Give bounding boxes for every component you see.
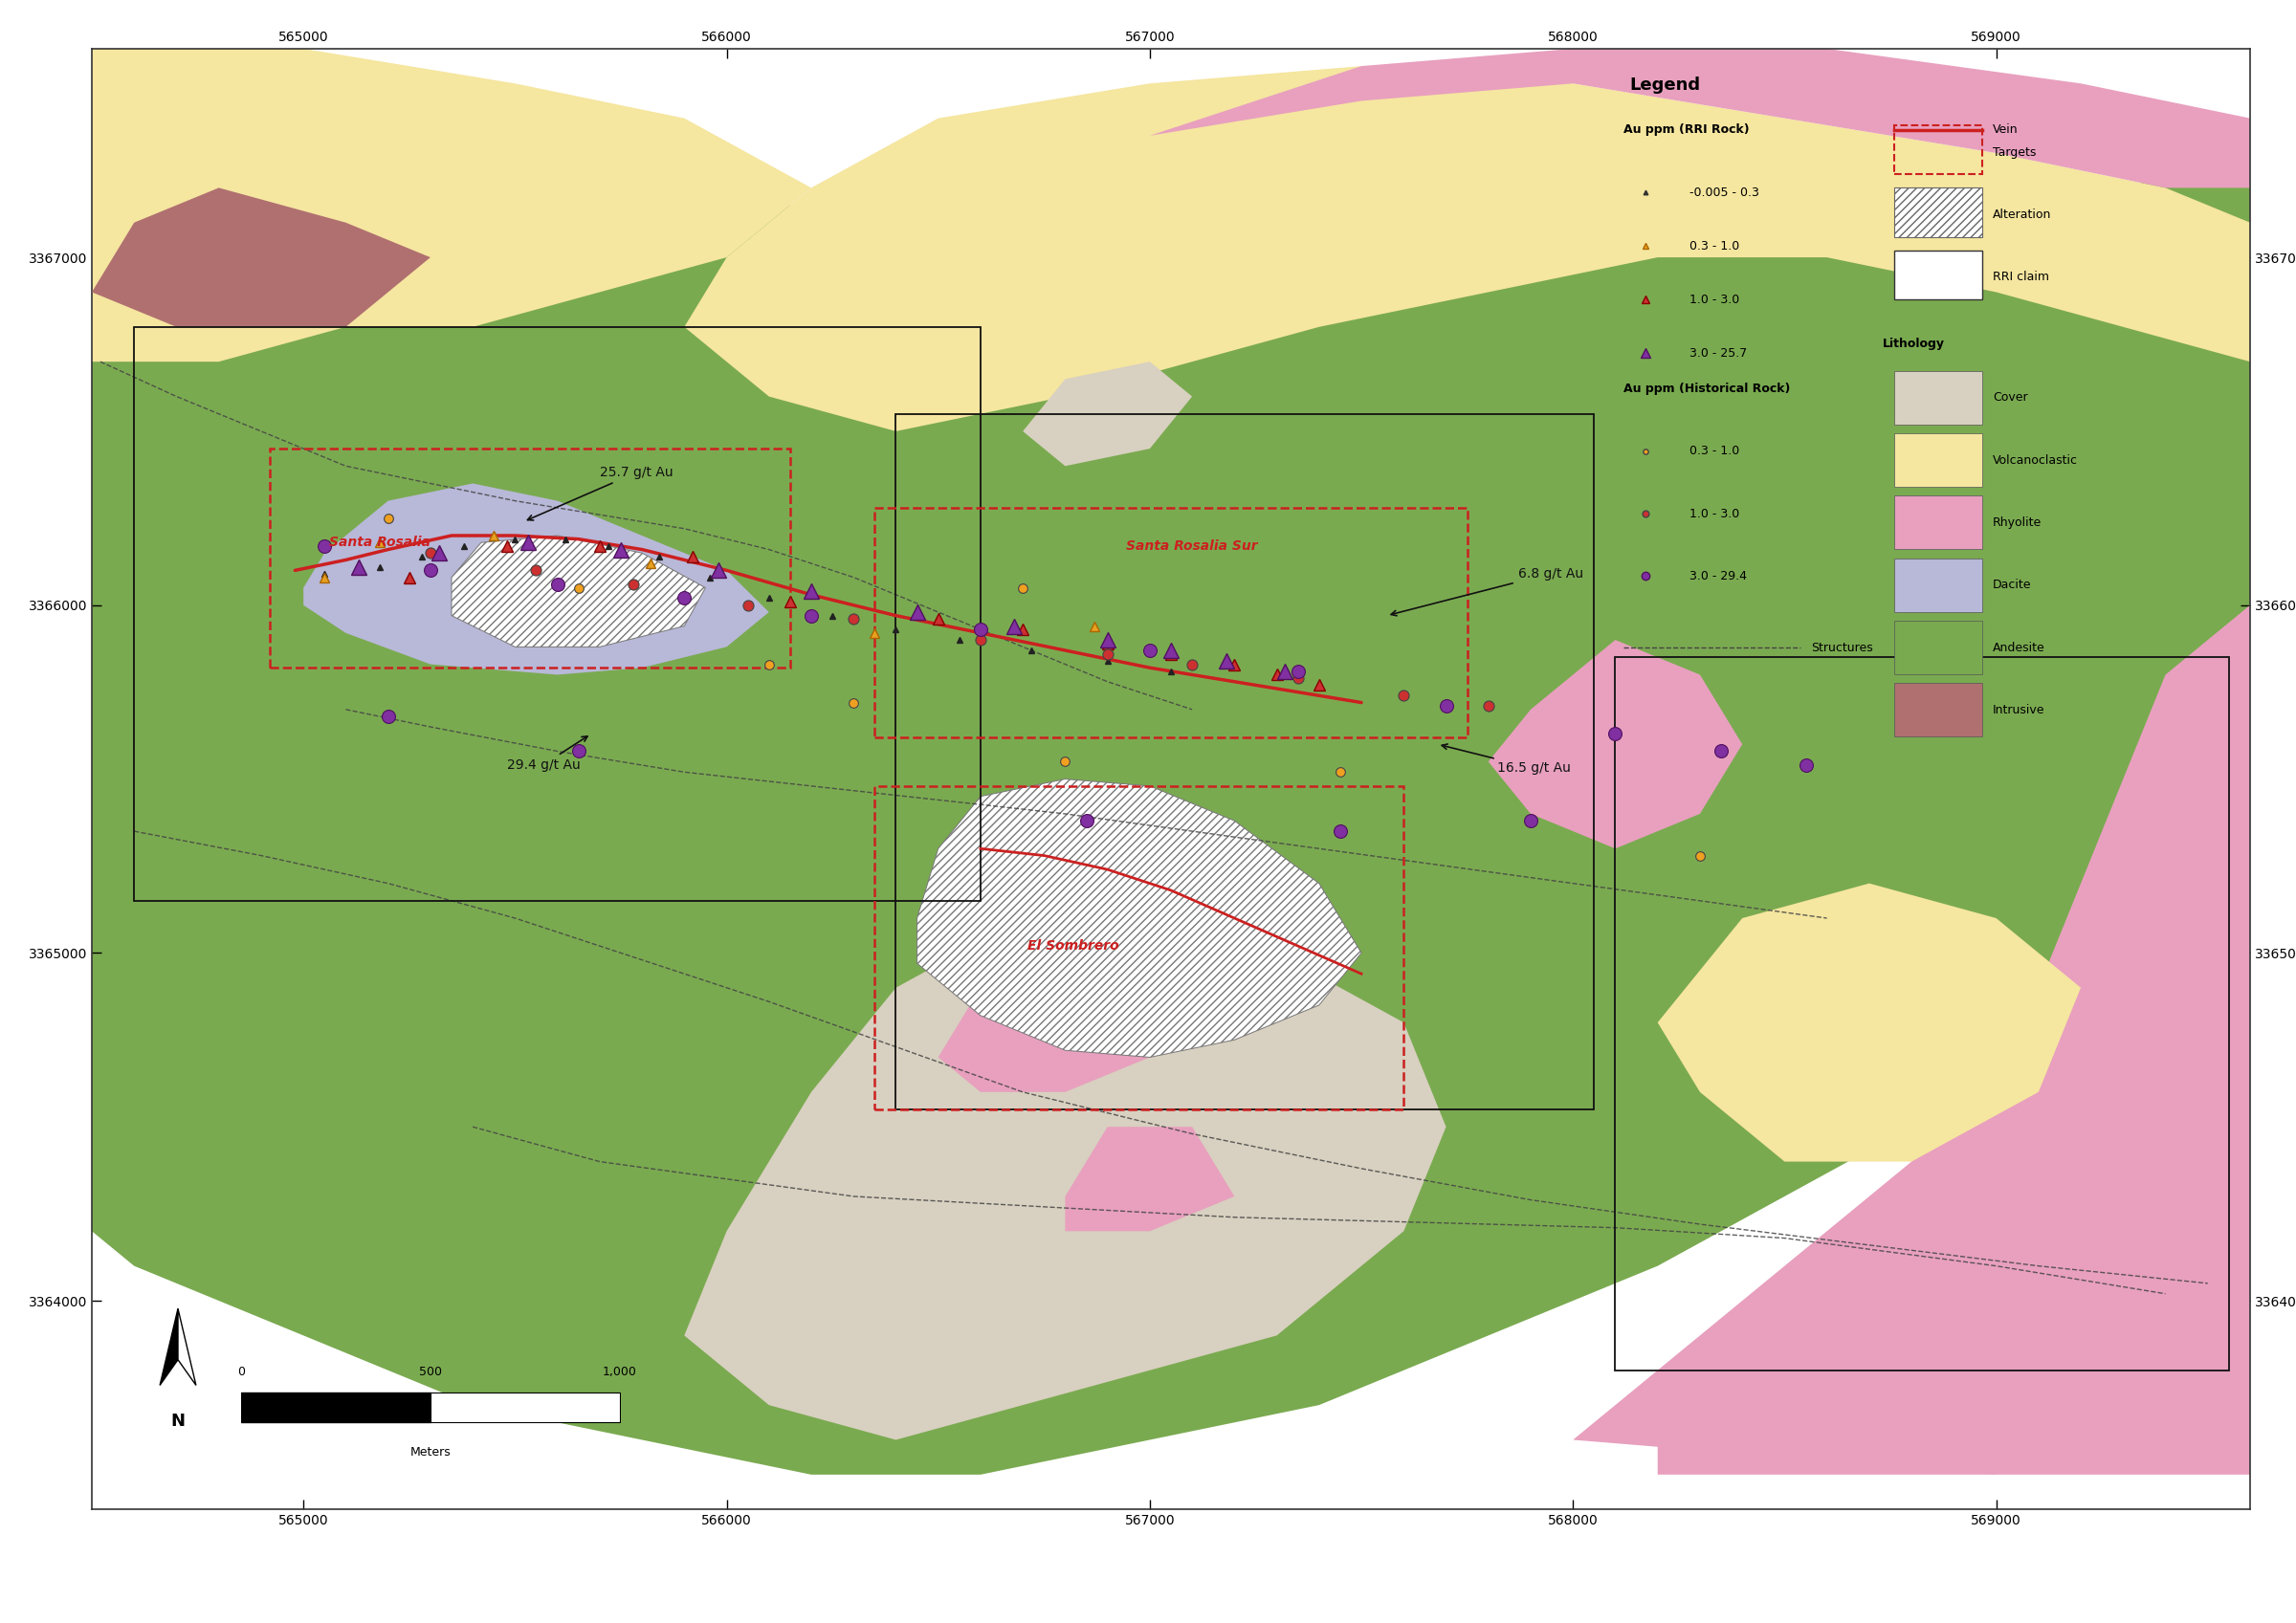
Text: 1,000: 1,000 <box>604 1365 636 1378</box>
Bar <box>1894 495 1981 549</box>
Bar <box>1894 683 1981 737</box>
Text: 29.4 g/t Au: 29.4 g/t Au <box>507 737 588 771</box>
Polygon shape <box>939 988 1150 1092</box>
Polygon shape <box>684 919 1446 1440</box>
Bar <box>875 508 1467 737</box>
Text: Santa Rosalia: Santa Rosalia <box>328 536 429 549</box>
Text: Volcanoclastic: Volcanoclastic <box>1993 454 2078 466</box>
Bar <box>1616 657 2229 1370</box>
Polygon shape <box>303 484 769 675</box>
Bar <box>1894 558 1981 612</box>
Bar <box>1894 372 1981 424</box>
Polygon shape <box>1573 605 2250 1475</box>
Polygon shape <box>92 188 429 326</box>
Text: RRI claim: RRI claim <box>1993 271 2050 284</box>
Text: Cover: Cover <box>1993 391 2027 404</box>
Text: Meters: Meters <box>411 1446 450 1459</box>
Polygon shape <box>1022 362 1192 466</box>
Text: Legend: Legend <box>1630 76 1699 94</box>
Bar <box>1894 250 1981 300</box>
Text: Au ppm (RRI Rock): Au ppm (RRI Rock) <box>1623 123 1750 136</box>
Text: 0.3 - 1.0: 0.3 - 1.0 <box>1690 240 1740 252</box>
Text: N: N <box>170 1412 186 1430</box>
Text: -0.005 - 0.3: -0.005 - 0.3 <box>1690 187 1759 198</box>
Text: 16.5 g/t Au: 16.5 g/t Au <box>1442 743 1570 774</box>
Polygon shape <box>92 49 810 362</box>
Polygon shape <box>1658 883 2080 1162</box>
Text: 500: 500 <box>420 1365 441 1378</box>
Text: Intrusive: Intrusive <box>1993 704 2046 716</box>
Text: Lithology: Lithology <box>1883 338 1945 351</box>
Text: Targets: Targets <box>1993 146 2037 159</box>
Text: Santa Rosalia Sur: Santa Rosalia Sur <box>1127 539 1258 553</box>
Bar <box>1894 188 1981 237</box>
Text: Vein: Vein <box>1993 123 2018 136</box>
Bar <box>1894 620 1981 675</box>
Text: 0.3 - 1.0: 0.3 - 1.0 <box>1690 445 1740 458</box>
Bar <box>895 414 1593 1110</box>
Text: 6.8 g/t Au: 6.8 g/t Au <box>1391 566 1584 615</box>
Polygon shape <box>161 1308 179 1386</box>
Text: Alteration: Alteration <box>1993 208 2053 221</box>
Polygon shape <box>452 536 705 648</box>
Text: Au ppm (Historical Rock): Au ppm (Historical Rock) <box>1623 383 1791 394</box>
Polygon shape <box>1658 1406 1995 1475</box>
Polygon shape <box>1488 639 1743 849</box>
Text: 1.0 - 3.0: 1.0 - 3.0 <box>1690 508 1740 519</box>
Text: El Sombrero: El Sombrero <box>1029 940 1120 953</box>
Polygon shape <box>179 1308 195 1386</box>
Text: Dacite: Dacite <box>1993 579 2032 591</box>
Text: Rhyolite: Rhyolite <box>1993 516 2041 529</box>
Text: 1.0 - 3.0: 1.0 - 3.0 <box>1690 294 1740 305</box>
Polygon shape <box>1150 49 2250 188</box>
Text: 3.0 - 25.7: 3.0 - 25.7 <box>1690 347 1747 359</box>
Bar <box>133 326 980 901</box>
Bar <box>269 448 790 667</box>
Text: 25.7 g/t Au: 25.7 g/t Au <box>528 466 673 521</box>
Text: Structures: Structures <box>1812 641 1874 654</box>
Text: Andesite: Andesite <box>1993 641 2046 654</box>
Polygon shape <box>92 136 2250 1475</box>
Text: 3.0 - 29.4: 3.0 - 29.4 <box>1690 570 1747 583</box>
Bar <box>1894 433 1981 487</box>
Text: 0: 0 <box>236 1365 246 1378</box>
Bar <box>875 786 1403 1110</box>
Polygon shape <box>916 779 1362 1057</box>
Bar <box>1894 125 1981 174</box>
Polygon shape <box>1065 1126 1235 1232</box>
Polygon shape <box>684 67 2250 432</box>
